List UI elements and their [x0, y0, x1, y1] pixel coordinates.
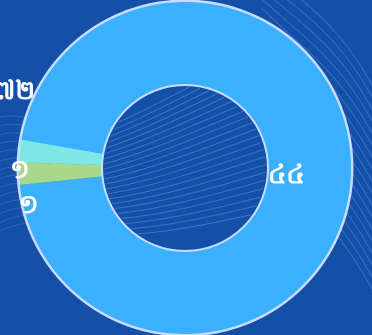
- hole-wave-line: [104, 143, 266, 196]
- hole-wave-line: [104, 87, 266, 151]
- slice-label-0: ៤៤: [268, 160, 305, 190]
- slice-0: [19, 1, 352, 335]
- donut-hole: [101, 84, 269, 252]
- hole-wave-line: [104, 167, 266, 211]
- hole-wave-line: [104, 119, 266, 181]
- hole-wave-line: [104, 151, 266, 201]
- partial-slice-label: ៧២: [0, 76, 35, 106]
- hole-wave-line: [104, 127, 266, 186]
- wave-line: [300, 0, 372, 86]
- wave-line: [262, 0, 372, 122]
- slice-group: [18, 1, 352, 335]
- hole-wave-line: [104, 87, 266, 131]
- hole-wave-line: [104, 135, 266, 191]
- ring-outline: [16, 0, 354, 335]
- slice-label-2: ១: [19, 190, 39, 220]
- hole-wave-line: [104, 87, 266, 141]
- slice-labels: ៧២ ៤៤ ១ ១: [0, 76, 305, 220]
- hole-wave-line: [104, 87, 266, 136]
- wave-line: [273, 0, 372, 110]
- hole-wave-line: [104, 159, 266, 206]
- slice-2: [19, 139, 104, 166]
- hole-wave-line: [104, 87, 266, 146]
- slice-1: [18, 162, 103, 185]
- wave-line: [261, 7, 372, 134]
- slice-label-1: ១: [10, 155, 30, 185]
- wave-line: [286, 0, 372, 98]
- hole-waves: [104, 87, 266, 236]
